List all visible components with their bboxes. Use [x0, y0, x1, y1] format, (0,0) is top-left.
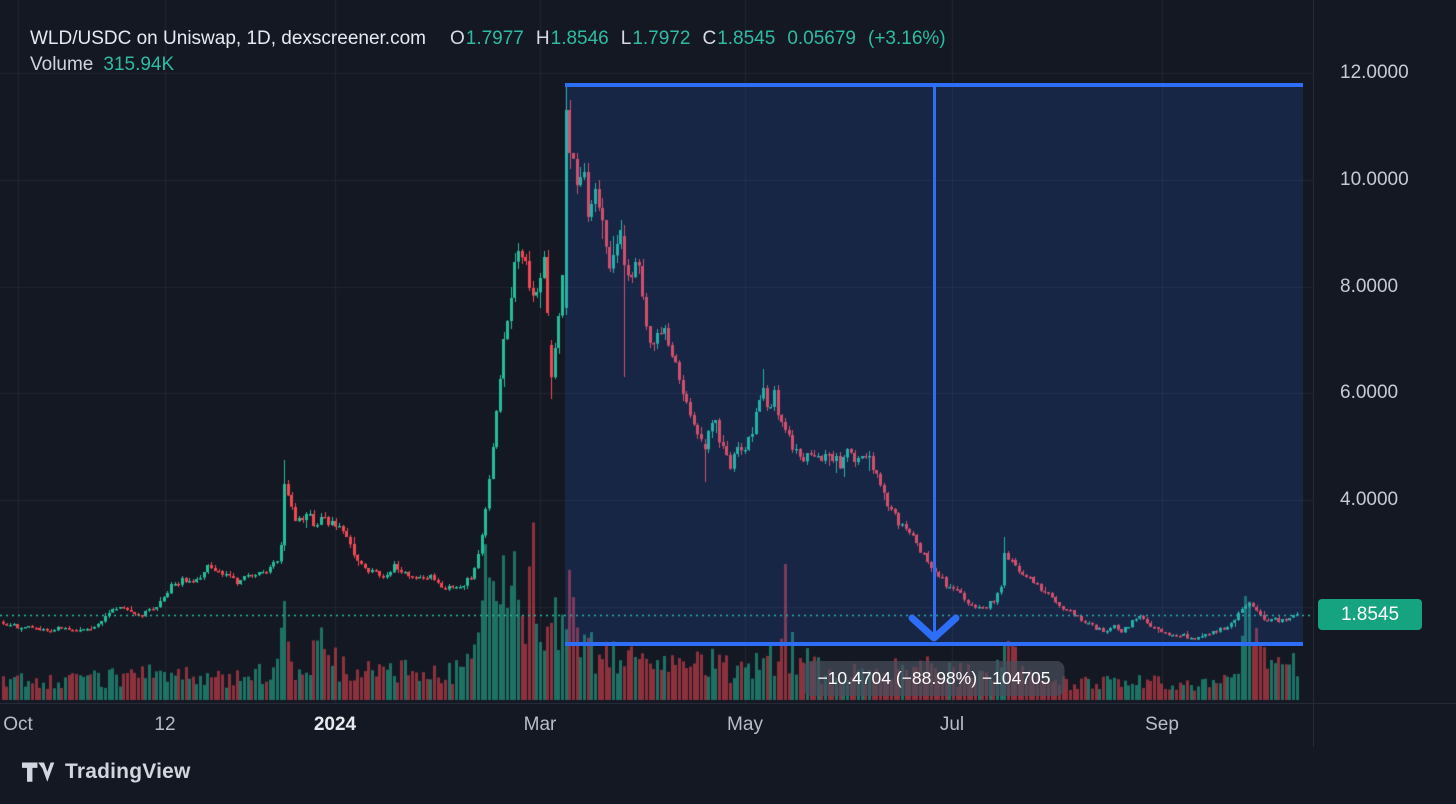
- last-price-badge: 1.8545: [1318, 599, 1422, 631]
- y-axis-tick-label: 12.0000: [1340, 62, 1409, 83]
- x-axis-tick-label: Jul: [939, 714, 965, 735]
- y-axis-tick-label: 10.0000: [1340, 168, 1409, 190]
- x-axis-tick-label: Oct: [3, 714, 33, 735]
- symbol-title[interactable]: WLD/USDC on Uniswap, 1D, dexscreener.com: [30, 28, 426, 49]
- brand-text: TradingView: [65, 760, 191, 783]
- x-axis-tick-label: May: [727, 714, 763, 735]
- measure-result-label: −10.4704 (−88.98%) −104705: [803, 661, 1065, 696]
- candlestick-chart-canvas[interactable]: [0, 0, 1313, 703]
- volume-indicator-label[interactable]: Volume: [30, 54, 94, 75]
- close-value: 1.8545: [717, 28, 776, 49]
- chart-legend: WLD/USDC on Uniswap, 1D, dexscreener.com…: [30, 28, 946, 76]
- measure-vertical-line: [932, 85, 936, 638]
- high-label: H: [535, 28, 550, 49]
- time-scale-divider[interactable]: [0, 703, 1456, 704]
- change-percent: (+3.16%): [868, 28, 946, 49]
- open-label: O: [449, 28, 465, 49]
- x-axis-tick-label: 2024: [313, 714, 357, 735]
- measure-bottom-edge: [565, 642, 1303, 646]
- high-value: 1.8546: [550, 28, 609, 49]
- y-axis-tick-label: 6.0000: [1340, 382, 1399, 404]
- y-axis-tick-label: 8.0000: [1340, 275, 1399, 297]
- change-absolute: 0.05679: [787, 28, 856, 49]
- y-axis-tick-label: 4.0000: [1340, 489, 1399, 510]
- ohlc-readout: O 1.7977 H 1.8546 L 1.7972 C 1.8545 0.05679 …: [450, 28, 946, 50]
- close-label: C: [702, 28, 717, 49]
- x-axis-tick-label: Sep: [1145, 714, 1179, 735]
- arrow-down-icon: [908, 614, 960, 642]
- volume-value: 315.94K: [103, 54, 175, 75]
- x-axis-tick-label: 12: [154, 714, 176, 735]
- open-value: 1.7977: [465, 28, 524, 49]
- tradingview-brand-link[interactable]: TradingView: [22, 760, 191, 784]
- low-value: 1.7972: [632, 28, 691, 49]
- low-label: L: [620, 28, 632, 49]
- price-scale-divider[interactable]: [1313, 0, 1314, 747]
- tradingview-logo-icon: [22, 761, 55, 782]
- x-axis-tick-label: Mar: [523, 714, 557, 735]
